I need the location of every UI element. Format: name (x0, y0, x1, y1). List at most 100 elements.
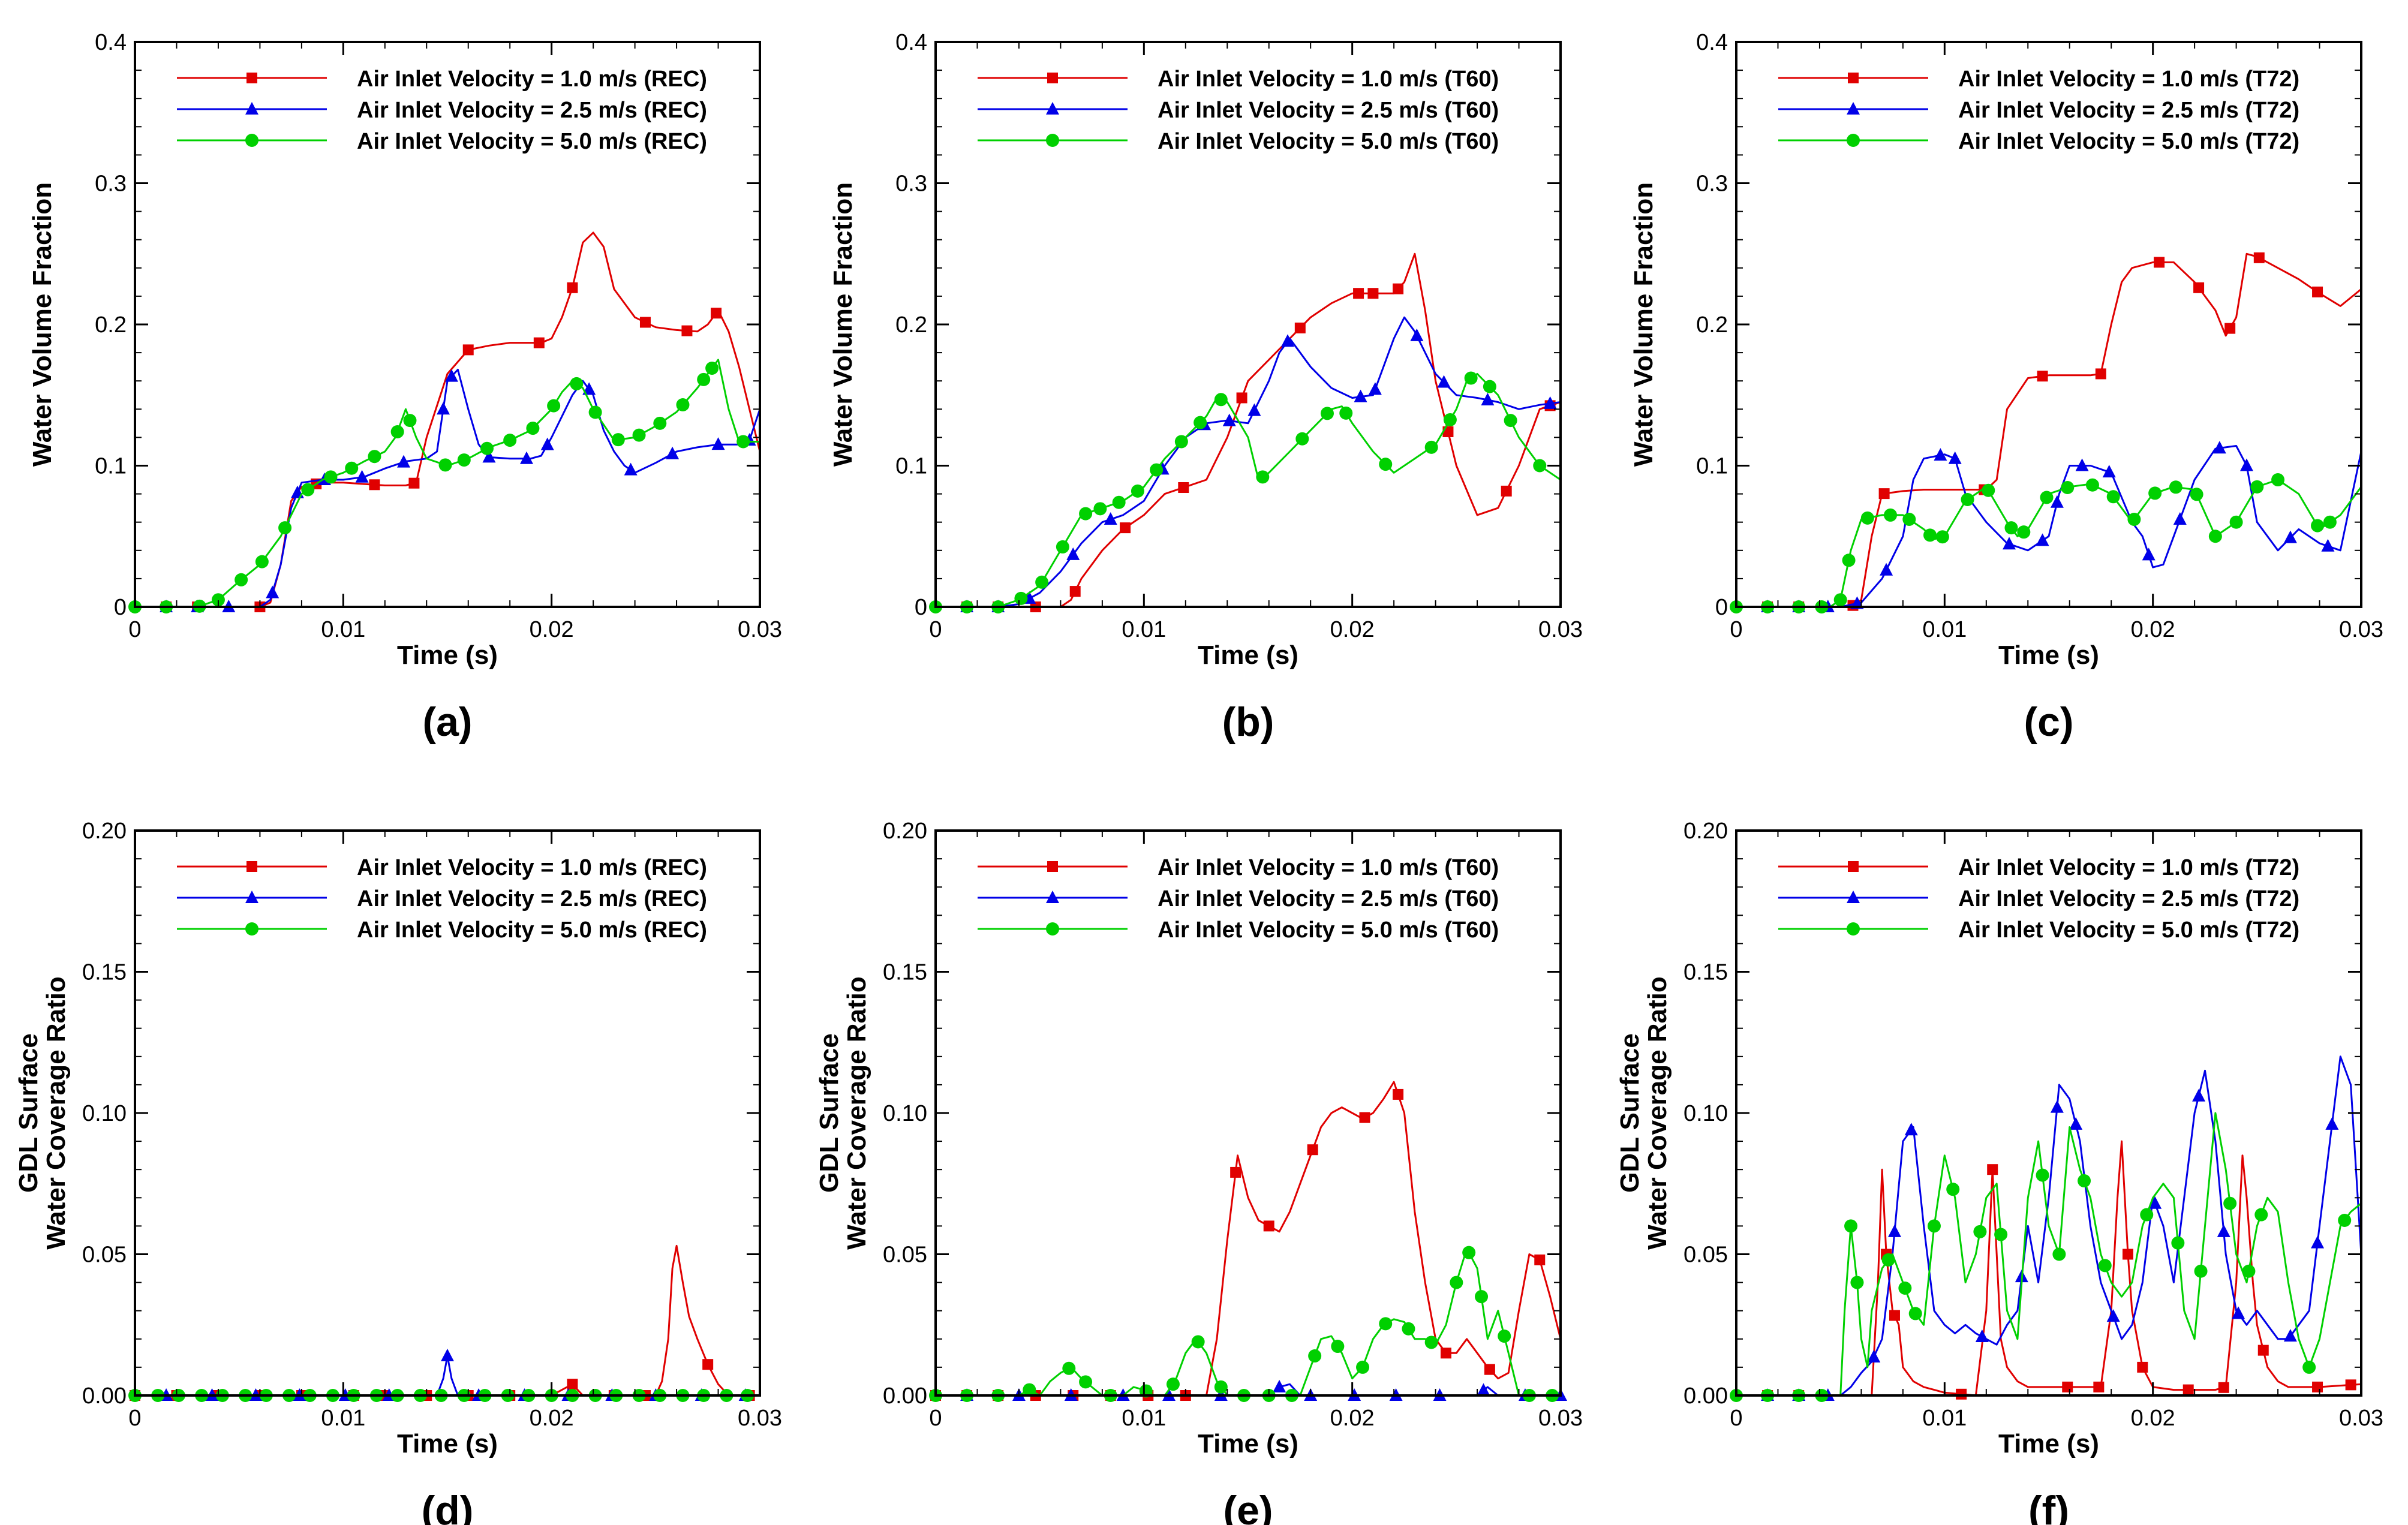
series-3-marker-19 (2171, 1236, 2185, 1250)
legend-marker-2 (1046, 102, 1059, 115)
series-3-marker-20 (2127, 512, 2141, 526)
x-tick-label: 0 (128, 1406, 141, 1431)
y-tick-label: 0.00 (82, 1383, 127, 1409)
series-3-marker-28 (736, 435, 750, 449)
series-1-marker-15 (2345, 1379, 2356, 1391)
legend-entry-3: Air Inlet Velocity = 5.0 m/s (T60) (1158, 918, 1499, 943)
legend-entry-2: Air Inlet Velocity = 2.5 m/s (T60) (1158, 98, 1499, 123)
y-tick-label: 0.4 (1696, 30, 1728, 55)
series-2-marker-16 (666, 446, 680, 459)
y-tick-label: 0.3 (95, 172, 127, 197)
series-3-marker-7 (1881, 1253, 1895, 1267)
series-3-marker-23 (1483, 380, 1496, 393)
series-2-marker-18 (2321, 539, 2335, 552)
series-2-marker-13 (2142, 548, 2156, 561)
panel-d: 0 0.01 0.02 0.03 0.00 0.05 0.10 0.15 0.20 Time (s… (14, 819, 782, 1525)
y-tick-label: 0.10 (1684, 1101, 1728, 1126)
x-tick-label: 0.01 (321, 617, 365, 642)
legend-marker-1 (246, 861, 257, 872)
x-tick-label: 0 (929, 1406, 942, 1431)
legend-entry-1: Air Inlet Velocity = 1.0 m/s (REC) (357, 855, 707, 880)
plot-frame (134, 41, 761, 608)
series-3-marker-16 (480, 441, 494, 455)
series-3-marker-24 (653, 416, 667, 430)
y-tick-label: 0.4 (95, 30, 127, 55)
series-3-marker-25 (2229, 515, 2243, 529)
series-3-marker-5 (1833, 593, 1847, 607)
series-3-marker-12 (390, 425, 404, 438)
series-1-marker-11 (1393, 283, 1404, 294)
series-3-marker-9 (1112, 495, 1126, 509)
legend-marker-2 (245, 102, 258, 115)
series-line-1 (1736, 1140, 2361, 1395)
plot-frame (1735, 829, 2362, 1397)
series-3-marker-25 (676, 398, 690, 411)
y-tick-label: 0.2 (895, 312, 927, 338)
series-3-marker-10 (1131, 484, 1144, 498)
y-axis-title: Water Coverage Ratio (842, 976, 871, 1250)
y-axis-title: GDL Surface (14, 1033, 43, 1193)
series-1-marker-12 (2218, 1382, 2229, 1393)
x-tick-label: 0.01 (321, 1406, 365, 1431)
series-3-marker-21 (1450, 1276, 1463, 1289)
panel-f: 0 0.01 0.02 0.03 0.00 0.05 0.10 0.15 0.20 Time (s… (1615, 819, 2383, 1525)
series-3-marker-20 (1424, 440, 1438, 454)
x-tick-label: 0.01 (1922, 617, 1967, 642)
series-1-marker-9 (1353, 288, 1364, 299)
x-tick-label: 0.02 (530, 1406, 574, 1431)
panel-c: 0 0.01 0.02 0.03 0 0.1 0.2 0.3 0.4 Time (s) Water … (1629, 30, 2383, 745)
x-tick-label: 0 (929, 617, 942, 642)
series-3-marker-11 (1214, 1380, 1228, 1394)
legend-marker-3 (1046, 922, 1059, 936)
legend-marker-1 (1848, 861, 1859, 872)
series-3-marker-20 (1424, 1335, 1438, 1349)
y-tick-label: 0.05 (1684, 1243, 1728, 1268)
series-1-marker-5 (1120, 522, 1131, 534)
series-3-marker-7 (278, 521, 292, 535)
series-2-marker-10 (1280, 334, 1294, 347)
series-1-marker-13 (2257, 1344, 2269, 1356)
series-3-marker-19 (2106, 490, 2120, 504)
series-2-marker-11 (2075, 458, 2089, 471)
series-1-marker-10 (639, 317, 651, 328)
series-1-marker-11 (2253, 252, 2265, 263)
legend-marker-2 (245, 891, 258, 903)
series-1-marker-11 (1307, 1144, 1318, 1156)
series-3-marker-10 (1927, 1219, 1941, 1233)
series-3-marker-16 (2040, 491, 2054, 504)
series-3-marker-26 (2250, 480, 2264, 494)
x-tick-label: 0.02 (2131, 1406, 2175, 1431)
series-2-marker-5 (1104, 512, 1117, 525)
x-tick-label: 0.01 (1122, 617, 1166, 642)
series-1-marker-10 (1263, 1220, 1274, 1232)
legend-entry-2: Air Inlet Velocity = 2.5 m/s (T60) (1158, 886, 1499, 912)
series-2-marker-7 (355, 470, 369, 483)
series-2-marker-6 (1904, 1123, 1918, 1136)
series-1-marker-6 (408, 477, 420, 489)
series-3-marker-16 (2078, 1174, 2091, 1188)
x-tick-label: 0.02 (1330, 1406, 1375, 1431)
legend-marker-3 (1847, 134, 1860, 147)
y-tick-label: 0.00 (1684, 1383, 1728, 1409)
series-1-marker-9 (2193, 282, 2205, 293)
series-2-marker-15 (624, 462, 638, 476)
series-3-marker-19 (1402, 1322, 1415, 1335)
series-3-marker-9 (1902, 512, 1916, 526)
series-1-marker-4 (1878, 488, 1890, 500)
series-2-marker-11 (2106, 1309, 2120, 1322)
series-3-marker-27 (705, 362, 719, 375)
legend-entry-2: Air Inlet Velocity = 2.5 m/s (T72) (1958, 886, 2299, 912)
y-tick-label: 0.20 (82, 819, 127, 844)
series-1-marker-6 (1178, 482, 1189, 494)
series-3-marker-17 (1320, 407, 1334, 420)
series-1-marker-8 (533, 337, 545, 348)
series-3-marker-24 (1498, 1330, 1511, 1343)
y-tick-label: 0.3 (895, 172, 927, 197)
series-3-marker-6 (1056, 540, 1069, 554)
series-3-marker-9 (1166, 1377, 1180, 1391)
series-3-marker-23 (1475, 1290, 1489, 1304)
series-1-marker-11 (681, 325, 693, 336)
series-3-marker-6 (1850, 1276, 1864, 1289)
series-3-marker-24 (2302, 1360, 2316, 1374)
